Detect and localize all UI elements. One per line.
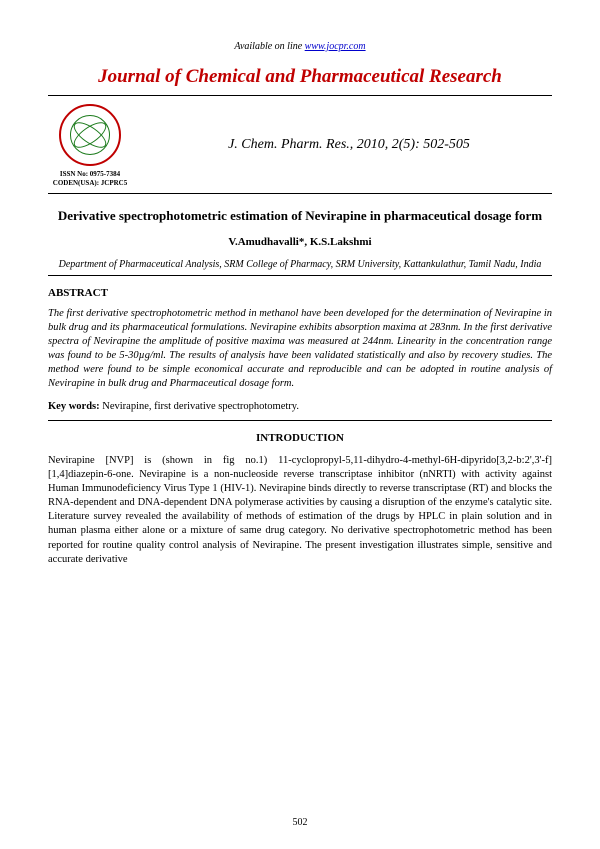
journal-logo-icon xyxy=(59,104,121,166)
journal-url-link[interactable]: www.jocpr.com xyxy=(305,41,366,52)
divider-after-keywords xyxy=(48,420,552,421)
divider-after-header xyxy=(48,193,552,194)
keywords-label: Key words: xyxy=(48,401,100,412)
citation-line: J. Chem. Pharm. Res., 2010, 2(5): 502-50… xyxy=(146,136,552,155)
available-prefix: Available on line xyxy=(234,41,304,52)
authors-line: V.Amudhavalli*, K.S.Lakshmi xyxy=(48,235,552,250)
coden-line: CODEN(USA): JCPRC5 xyxy=(48,179,132,187)
divider-top xyxy=(48,95,552,96)
introduction-heading: INTRODUCTION xyxy=(48,431,552,446)
keywords-text: Nevirapine, first derivative spectrophot… xyxy=(100,401,299,412)
affiliation-line: Department of Pharmaceutical Analysis, S… xyxy=(48,258,552,271)
page-number: 502 xyxy=(0,816,600,830)
article-title: Derivative spectrophotometric estimation… xyxy=(48,208,552,225)
abstract-body: The first derivative spectrophotometric … xyxy=(48,307,552,392)
keywords-line: Key words: Nevirapine, first derivative … xyxy=(48,400,552,414)
introduction-body: Nevirapine [NVP] is (shown in fig no.1) … xyxy=(48,454,552,567)
header-block: ISSN No: 0975-7384 CODEN(USA): JCPRC5 J.… xyxy=(48,104,552,187)
available-online-line: Available on line www.jocpr.com xyxy=(48,40,552,54)
journal-title: Journal of Chemical and Pharmaceutical R… xyxy=(48,64,552,90)
issn-line: ISSN No: 0975-7384 xyxy=(48,170,132,178)
divider-after-affiliation xyxy=(48,275,552,276)
logo-column: ISSN No: 0975-7384 CODEN(USA): JCPRC5 xyxy=(48,104,132,187)
abstract-heading: ABSTRACT xyxy=(48,286,552,301)
